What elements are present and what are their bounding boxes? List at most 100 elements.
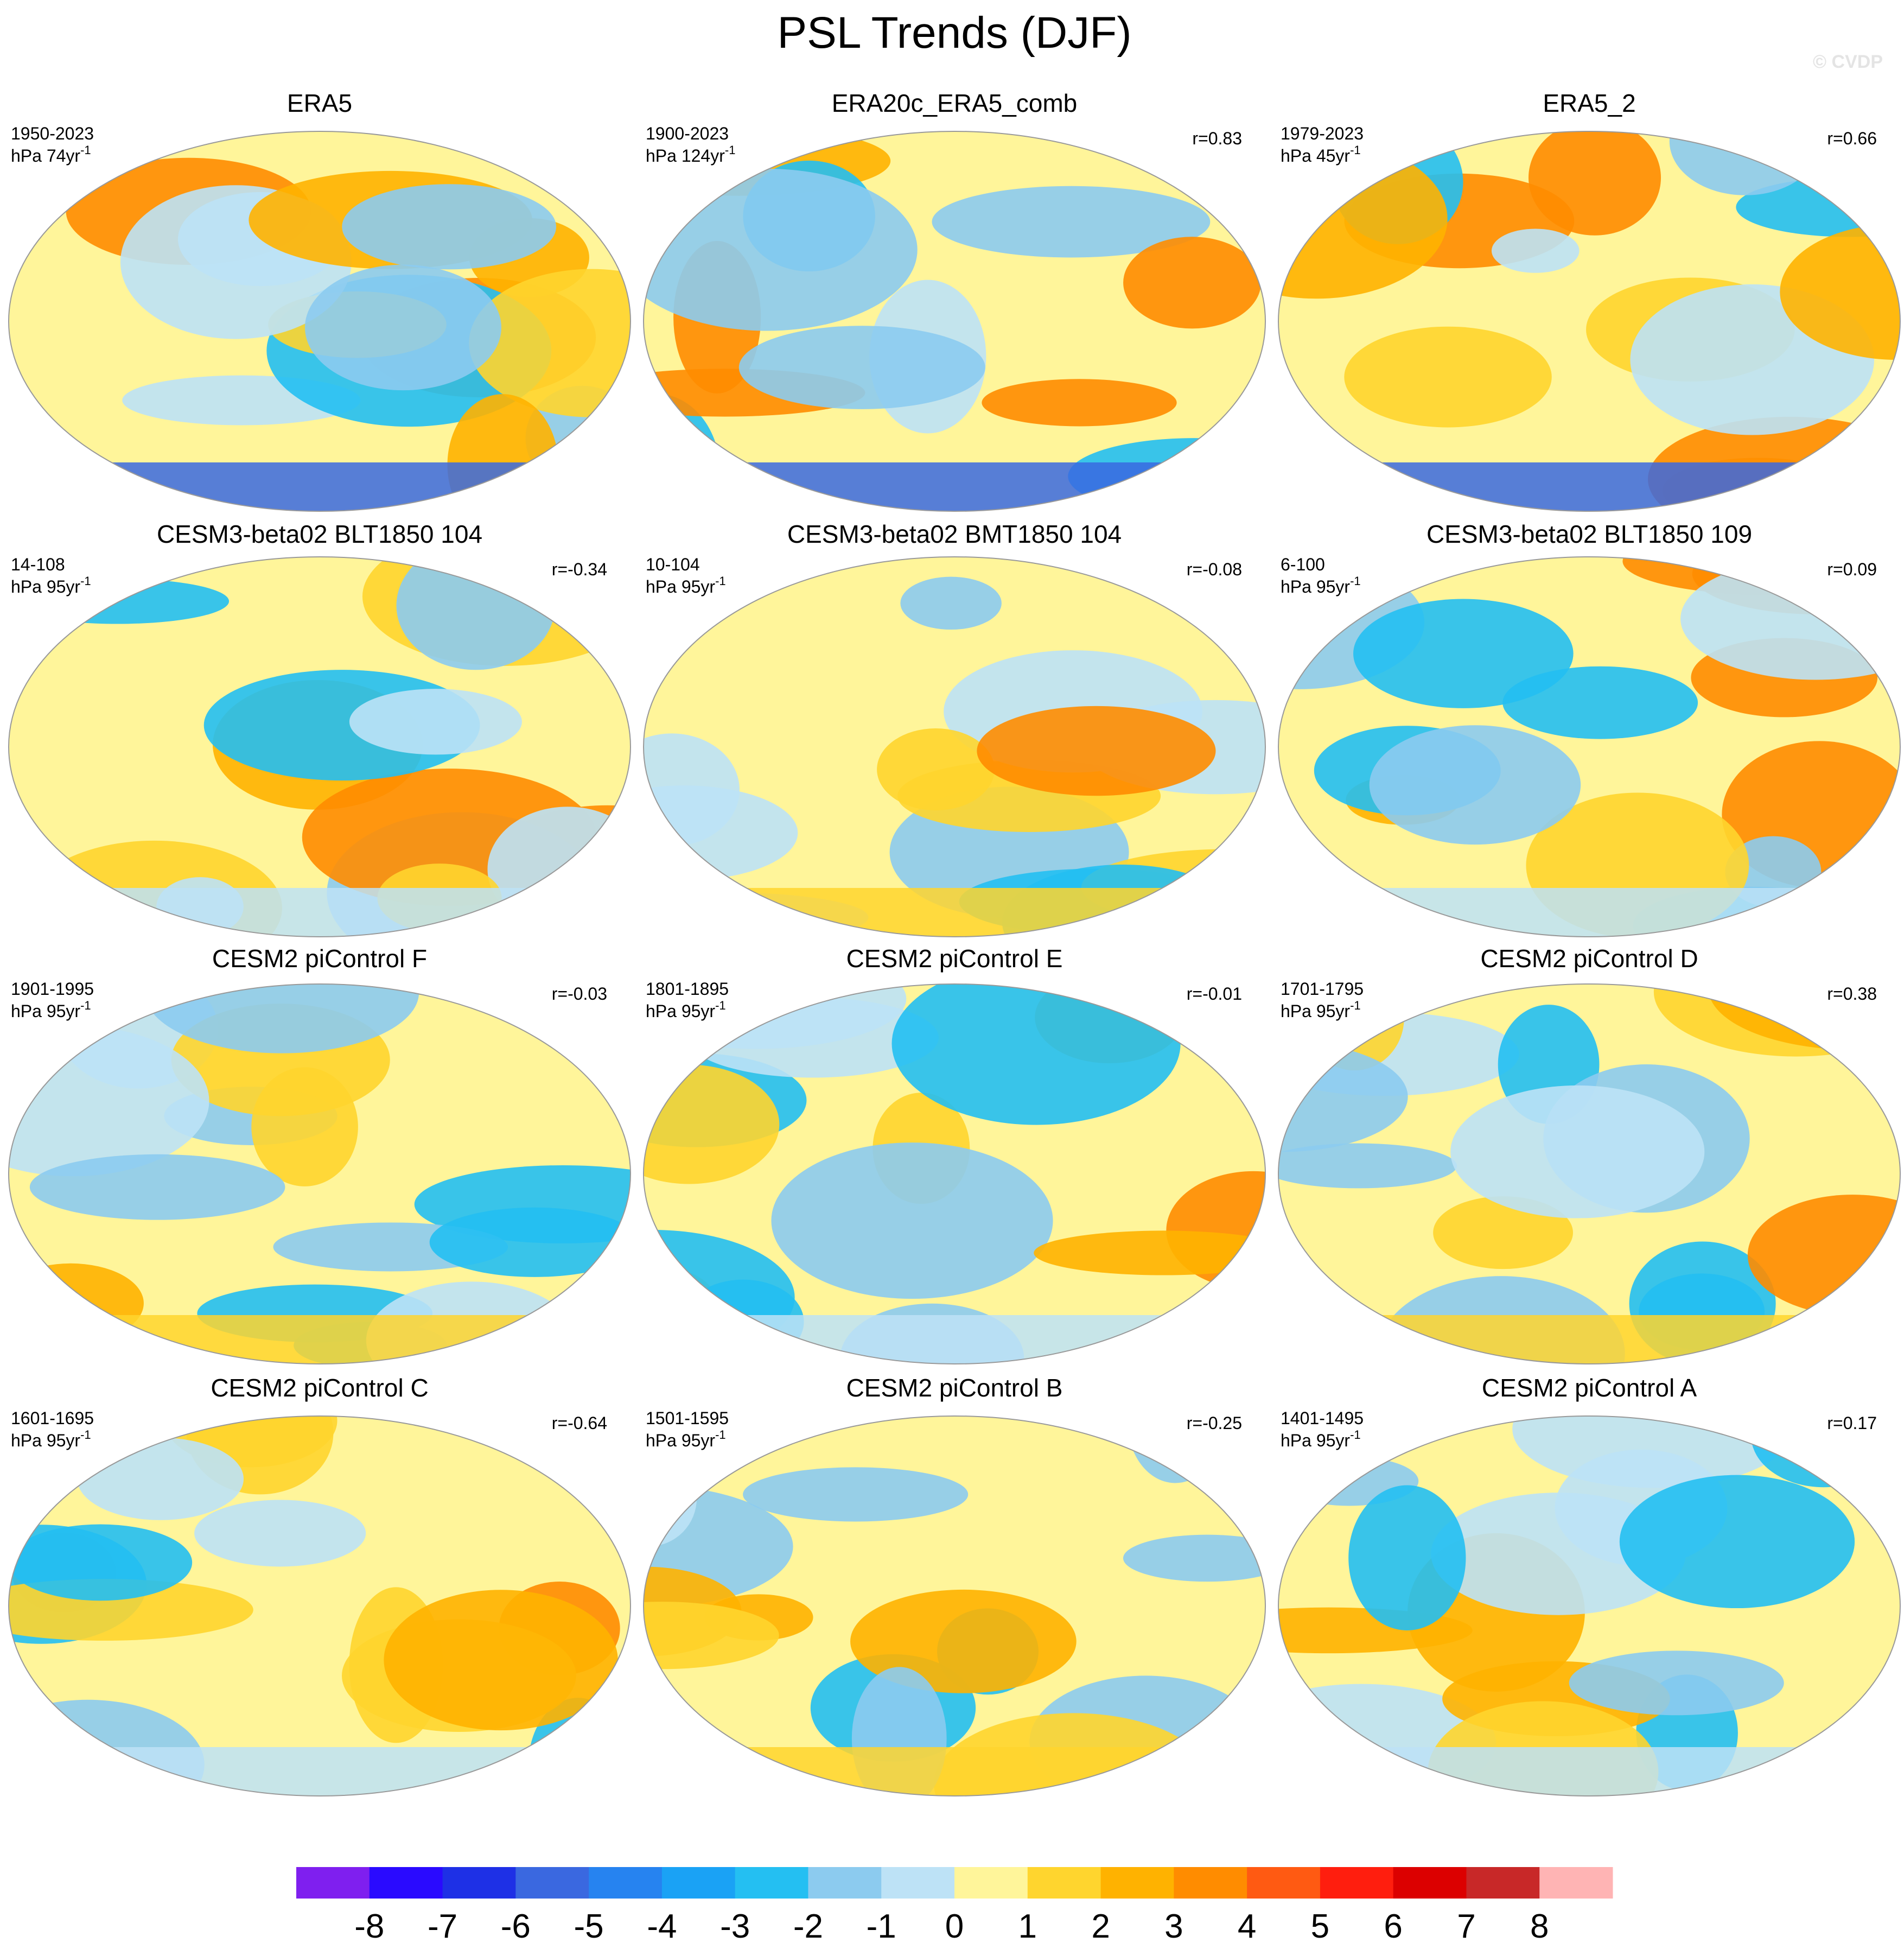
colorbar-label: -7 — [428, 1908, 457, 1945]
field-blob — [469, 269, 631, 417]
panel-title: ERA5_2 — [1543, 89, 1635, 117]
colorbar-box — [881, 1867, 955, 1899]
units-exponent: -1 — [715, 574, 726, 588]
field-blob — [1619, 1475, 1855, 1609]
field-blob — [644, 1449, 697, 1547]
units: hPa 95yr — [11, 577, 80, 596]
colorbar-label: 2 — [1091, 1908, 1110, 1945]
colorbar-box — [1247, 1867, 1321, 1899]
correlation: r=-0.64 — [552, 1413, 607, 1433]
panel-period: 1701-1795 — [1281, 979, 1364, 999]
panel-title: CESM3-beta02 BLT1850 104 — [157, 520, 482, 548]
colorbar-box — [442, 1867, 516, 1899]
units: hPa 95yr — [646, 1431, 715, 1450]
field-blob — [850, 1589, 1077, 1693]
field-blob — [1123, 1534, 1265, 1582]
colorbar-label: -4 — [647, 1908, 677, 1945]
correlation: r=0.83 — [1192, 129, 1242, 148]
panel-units: hPa 95yr-1 — [1281, 999, 1361, 1021]
panel-title: CESM2 piControl E — [846, 944, 1063, 973]
field-blob — [977, 706, 1216, 796]
field-blob — [77, 1437, 244, 1520]
panel-period: 14-108 — [11, 555, 65, 574]
polar-band — [9, 1315, 631, 1364]
field-blob — [1344, 326, 1552, 428]
field-blob — [1450, 1085, 1705, 1218]
field-blob — [1528, 131, 1661, 236]
units: hPa 95yr — [11, 1431, 80, 1450]
units: hPa 45yr — [1281, 146, 1350, 166]
field-blob — [982, 379, 1177, 427]
colorbar-label: 6 — [1384, 1908, 1402, 1945]
colorbar-box — [1174, 1867, 1247, 1899]
polar-band — [644, 1315, 1265, 1364]
colorbar-label: -8 — [354, 1908, 384, 1945]
field-blob — [644, 393, 721, 511]
colorbar-label: -2 — [793, 1908, 823, 1945]
field-blob — [1491, 228, 1580, 273]
field-blob — [429, 1207, 631, 1277]
field-blob — [1431, 1493, 1686, 1615]
units: hPa 95yr — [11, 1001, 80, 1021]
map-outline — [1278, 1415, 1901, 1796]
panel-title: CESM3-beta02 BLT1850 109 — [1427, 520, 1752, 548]
field-blob — [29, 1154, 285, 1220]
colorbar-label: 7 — [1457, 1908, 1475, 1945]
field-blob — [900, 576, 1002, 630]
trend-field — [9, 1416, 631, 1796]
correlation: r=-0.34 — [552, 560, 607, 579]
colorbar-label: -3 — [720, 1908, 750, 1945]
field-blob — [1512, 1416, 1793, 1488]
field-blob — [1123, 237, 1261, 329]
panel-period: 6-100 — [1281, 555, 1325, 574]
panel-units: hPa 95yr-1 — [11, 999, 91, 1021]
field-blob — [1134, 447, 1265, 511]
map-outline — [8, 131, 631, 512]
correlation: r=0.09 — [1827, 560, 1877, 579]
units-exponent: -1 — [80, 999, 91, 1012]
polar-band — [1278, 462, 1900, 511]
panel-title: CESM2 piControl B — [846, 1374, 1063, 1402]
panel-title: ERA5 — [287, 89, 352, 117]
watermark: © CVDP — [1813, 52, 1883, 72]
colorbar-box — [1100, 1867, 1174, 1899]
field-blob — [9, 1579, 253, 1641]
panel-title: CESM2 piControl F — [212, 944, 427, 973]
polar-band — [644, 462, 1265, 511]
colorbar-label: 5 — [1311, 1908, 1329, 1945]
units-exponent: -1 — [1350, 1428, 1361, 1442]
field-blob — [1353, 599, 1574, 708]
field-blob — [1034, 1230, 1265, 1275]
field-blob — [384, 1590, 618, 1731]
colorbar-box — [808, 1867, 882, 1899]
field-blob — [9, 1263, 144, 1343]
field-blob — [1278, 1143, 1457, 1189]
panel-period: 1401-1495 — [1281, 1408, 1364, 1428]
colorbar-label: 1 — [1018, 1908, 1037, 1945]
colorbar-box — [1320, 1867, 1394, 1899]
panel-units: hPa 95yr-1 — [1281, 574, 1361, 596]
field-blob — [1569, 1650, 1784, 1716]
colorbar-label: 3 — [1164, 1908, 1183, 1945]
colorbar-box — [954, 1867, 1028, 1899]
colorbar-label: 0 — [945, 1908, 964, 1945]
polar-band — [1278, 888, 1900, 937]
units: hPa 95yr — [1281, 1431, 1350, 1450]
field-blob — [349, 689, 522, 755]
correlation: r=-0.03 — [552, 984, 607, 1004]
colorbar-box — [1539, 1867, 1613, 1899]
units-exponent: -1 — [1350, 143, 1361, 157]
field-blob — [644, 168, 918, 331]
correlation: r=0.66 — [1827, 129, 1877, 148]
field-blob — [644, 785, 798, 881]
map-outline — [643, 131, 1266, 512]
panel-period: 10-104 — [646, 555, 700, 574]
units-exponent: -1 — [715, 1428, 726, 1442]
